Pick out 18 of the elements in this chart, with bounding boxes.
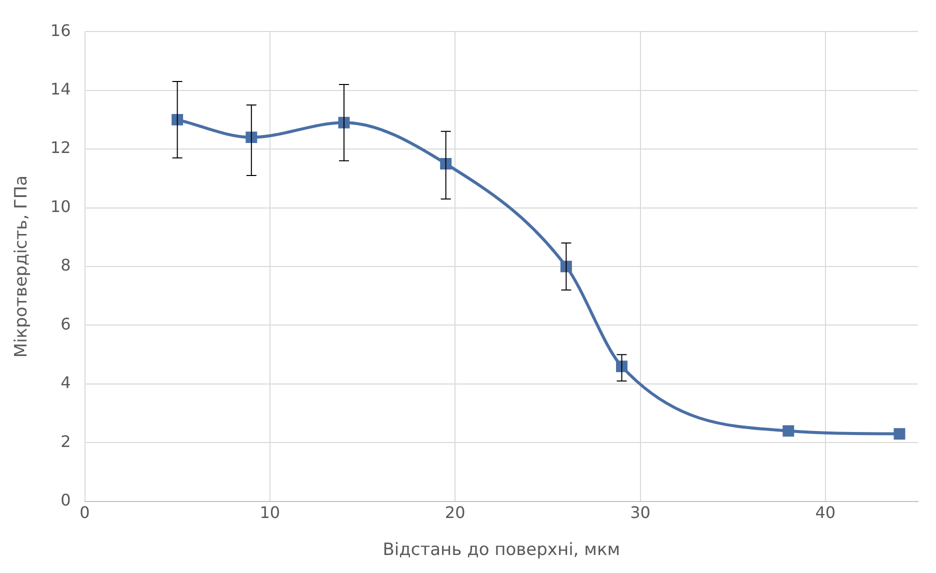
y-tick-label: 14 — [50, 79, 71, 98]
y-tick-label: 4 — [60, 373, 71, 392]
x-tick-label: 40 — [815, 503, 836, 522]
y-tick-label: 0 — [60, 490, 71, 510]
y-tick-label: 12 — [50, 138, 71, 158]
point — [782, 425, 794, 437]
y-tick-label: 10 — [50, 196, 71, 216]
y-tick-label: 16 — [50, 20, 71, 40]
y-tick-label: 6 — [60, 314, 71, 334]
y-tick-label: 2 — [60, 432, 71, 451]
y-tick-label: 8 — [60, 256, 71, 275]
y-axis-title: Мікротвердість, ГПа — [12, 175, 32, 358]
x-tick-label: 0 — [80, 503, 90, 522]
point — [894, 428, 906, 440]
x-tick-label: 10 — [260, 503, 280, 522]
x-tick-label: 20 — [444, 503, 466, 522]
x-axis-title: Відстань до поверхні, мкм — [382, 540, 620, 560]
x-tick-label: 30 — [630, 503, 650, 522]
